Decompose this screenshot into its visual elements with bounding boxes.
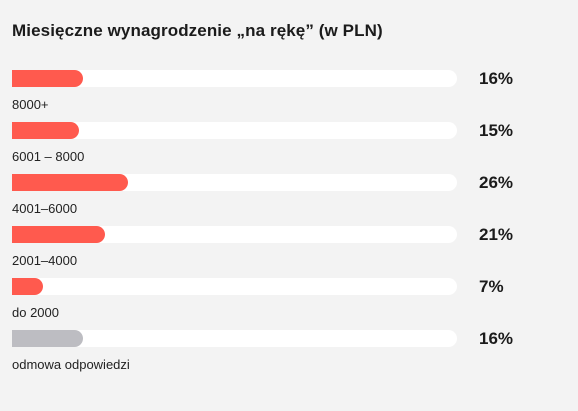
category-label: odmowa odpowiedzi <box>12 357 130 372</box>
value-label: 16% <box>479 329 514 348</box>
bar-row: 15% 6001 – 8000 <box>0 121 578 174</box>
bar <box>12 278 44 295</box>
bar-row: 21% 2001–4000 <box>0 225 578 278</box>
category-label: 6001 – 8000 <box>12 149 85 164</box>
bar-row: 16% 8000+ <box>0 69 578 122</box>
bar-track <box>12 278 457 295</box>
value-label: 26% <box>479 173 514 192</box>
bar-row: 7% do 2000 <box>0 277 578 330</box>
category-label: 8000+ <box>12 97 49 112</box>
value-label: 16% <box>479 69 514 88</box>
bar <box>12 330 84 347</box>
bar-list: 16% 8000+ 15% 6001 – 8000 26% 4001–6000 21% 200… <box>0 69 578 382</box>
bar-row: 16% odmowa odpowiedzi <box>0 329 578 382</box>
bar-track <box>12 330 457 347</box>
bar-track <box>12 226 457 243</box>
category-label: 4001–6000 <box>12 201 78 216</box>
bar-row: 26% 4001–6000 <box>0 173 578 226</box>
bar <box>12 70 84 87</box>
bar <box>12 174 128 191</box>
value-label: 15% <box>479 121 514 140</box>
bar <box>12 226 106 243</box>
value-label: 7% <box>479 277 504 296</box>
bar-track <box>12 174 457 191</box>
bar-track <box>12 122 457 139</box>
category-label: do 2000 <box>12 305 59 320</box>
bar <box>12 122 79 139</box>
chart-title: Miesięczne wynagrodzenie „na rękę” (w PL… <box>12 21 383 40</box>
bar-track <box>12 70 457 87</box>
value-label: 21% <box>479 225 514 244</box>
category-label: 2001–4000 <box>12 253 78 268</box>
